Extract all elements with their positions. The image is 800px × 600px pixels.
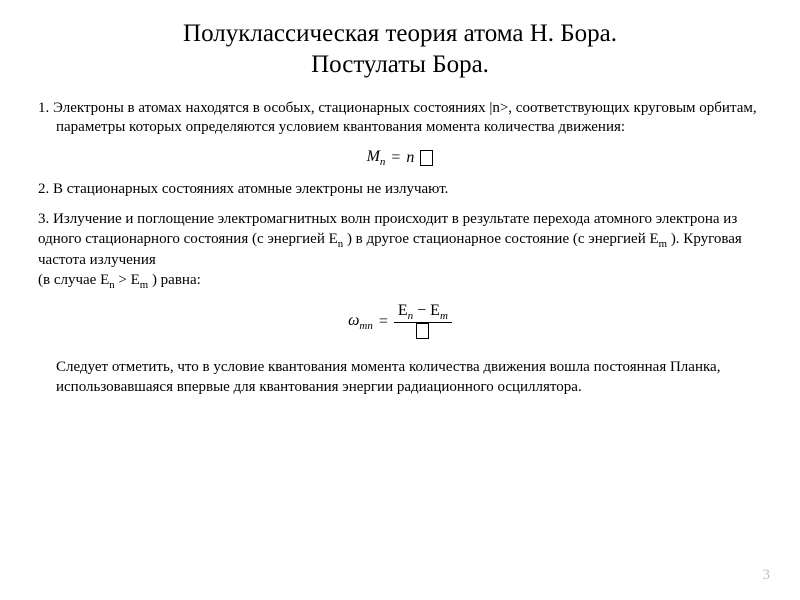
f1-lhs-symbol: M <box>367 148 380 165</box>
title-line-2: Постулаты Бора. <box>311 51 489 78</box>
f2-equals: = <box>379 313 388 331</box>
page-number: 3 <box>763 567 771 584</box>
footnote: Следует отметить, что в условие квантова… <box>38 358 762 398</box>
f2-denominator-placeholder-glyph <box>416 323 429 339</box>
p3-part-e: > E <box>115 272 140 288</box>
f2-omega: ω <box>348 312 359 329</box>
p3-part-f: ) равна: <box>148 272 201 288</box>
postulate-1: 1. Электроны в атомах находятся в особых… <box>38 99 762 139</box>
f2-num-Em-sub: m <box>440 310 448 322</box>
p3-sub-m1: m <box>659 238 667 250</box>
f2-minus: − <box>417 302 426 319</box>
f1-rhs-symbol: n <box>406 149 414 167</box>
f2-num-Em: E <box>430 302 440 319</box>
title-line-1: Полуклассическая теория атома Н. Бора. <box>183 20 617 47</box>
p3-part-d: (в случае E <box>38 272 109 288</box>
slide-title: Полуклассическая теория атома Н. Бора. П… <box>38 18 762 81</box>
f2-num-En-sub: n <box>408 310 414 322</box>
p3-part-b: ) в другое стационарное состояние (с эне… <box>343 231 658 247</box>
p3-sub-m2: m <box>140 279 148 291</box>
f2-omega-sub: mn <box>359 320 372 332</box>
formula-frequency: ωmn = En − Em <box>38 302 762 342</box>
postulate-3: 3. Излучение и поглощение электромагнитн… <box>38 210 762 292</box>
f2-num-En: E <box>398 302 408 319</box>
formula-angular-momentum: Mn = n <box>38 148 762 168</box>
f1-equals: = <box>391 149 400 167</box>
postulate-2: 2. В стационарных состояниях атомные эле… <box>38 180 762 200</box>
f1-placeholder-glyph <box>420 150 433 166</box>
f1-lhs-sub: n <box>380 156 386 168</box>
